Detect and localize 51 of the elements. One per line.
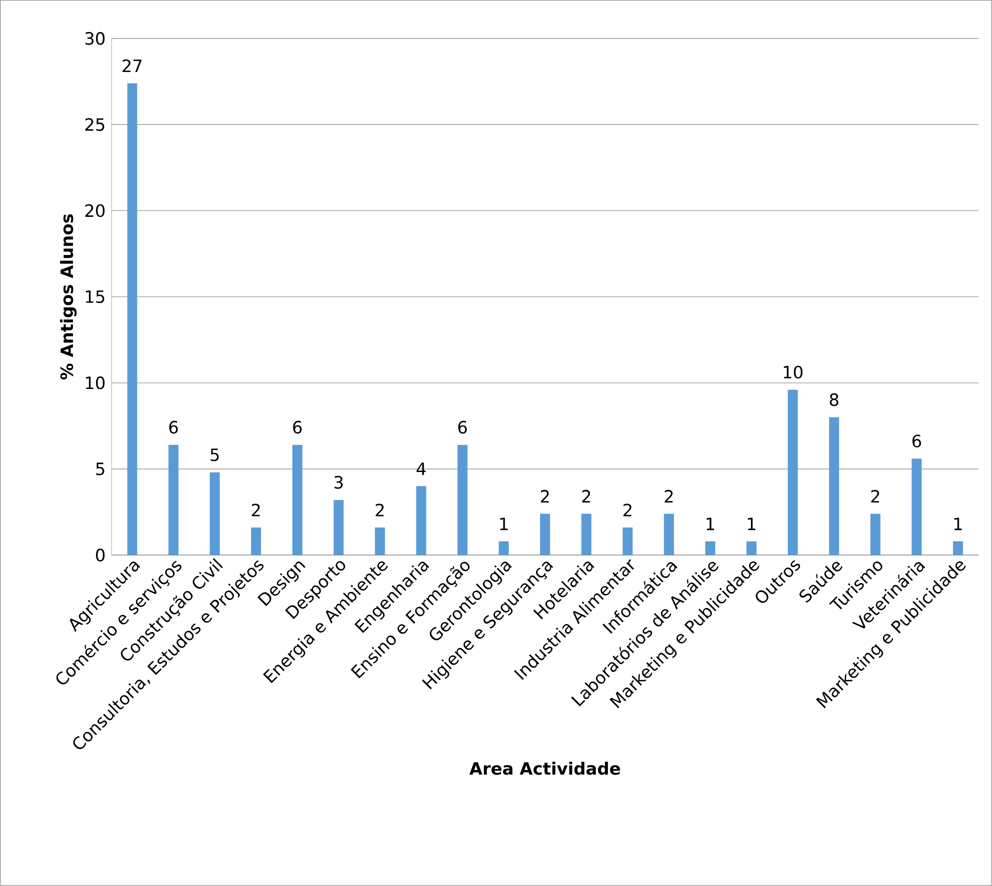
bar xyxy=(540,514,550,556)
bar xyxy=(416,486,426,556)
data-label: 8 xyxy=(830,393,838,406)
y-tick-label: 20 xyxy=(85,204,105,218)
bar xyxy=(334,500,344,556)
data-label: 6 xyxy=(169,420,178,434)
bar xyxy=(127,83,138,556)
bar xyxy=(788,390,798,556)
bar xyxy=(622,528,633,556)
bar xyxy=(952,541,963,556)
data-label: 5 xyxy=(210,448,219,462)
data-label: 1 xyxy=(500,518,508,530)
data-label: 1 xyxy=(954,518,962,530)
x-axis-title: Area Actividade xyxy=(469,762,620,775)
bar xyxy=(374,528,385,556)
data-label: 1 xyxy=(706,518,714,530)
y-tick-label: 30 xyxy=(85,32,105,45)
data-label: 6 xyxy=(458,420,467,434)
y-axis-title: % Antigos Alunos xyxy=(60,214,77,380)
data-label: 2 xyxy=(540,490,549,503)
bar xyxy=(912,458,922,556)
data-label: 10 xyxy=(784,366,802,379)
y-tick-label: 10 xyxy=(86,376,105,390)
bar xyxy=(210,472,220,556)
bar xyxy=(498,541,509,556)
bar xyxy=(829,417,840,556)
bar xyxy=(664,514,674,556)
bar xyxy=(251,528,262,556)
data-label: 2 xyxy=(623,504,632,516)
bar xyxy=(746,541,757,556)
y-tick-label: 0 xyxy=(96,548,105,562)
bar xyxy=(457,444,468,556)
bar xyxy=(581,514,592,556)
data-label: 3 xyxy=(334,476,343,489)
data-label: 2 xyxy=(252,504,260,516)
bar xyxy=(870,514,880,556)
y-tick-label: 5 xyxy=(96,462,104,476)
data-label: 1 xyxy=(748,518,756,530)
data-label: 2 xyxy=(582,490,590,503)
data-label: 27 xyxy=(122,59,142,72)
bar xyxy=(168,444,178,556)
bar xyxy=(705,541,716,556)
data-label: 2 xyxy=(664,490,673,503)
y-tick-label: 15 xyxy=(86,290,104,304)
data-label: 6 xyxy=(293,420,302,434)
y-tick-label: 25 xyxy=(85,118,104,132)
data-label: 2 xyxy=(376,504,384,516)
bar xyxy=(292,444,302,556)
data-label: 2 xyxy=(871,490,880,503)
data-label: 6 xyxy=(912,434,921,448)
data-label: 4 xyxy=(416,462,426,476)
